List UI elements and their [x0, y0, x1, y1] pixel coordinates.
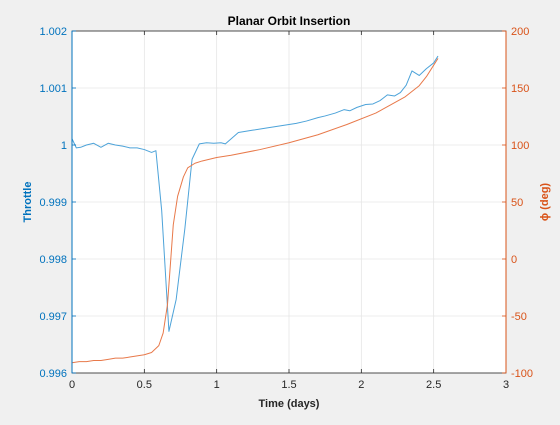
left-y-axis-label: Throttle	[22, 182, 34, 223]
left-y-tick-label: 0.996	[39, 368, 67, 380]
x-tick-label: 2.5	[426, 379, 441, 391]
x-tick-label: 0	[69, 379, 75, 391]
left-y-tick-label: 0.998	[39, 254, 67, 266]
left-y-tick-label: 0.999	[39, 197, 67, 209]
x-tick-label: 2	[358, 379, 364, 391]
left-y-tick-label: 1.001	[39, 83, 67, 95]
right-y-axis-label: ϕ (deg)	[539, 183, 551, 222]
x-tick-label: 3	[503, 379, 509, 391]
right-y-tick-label: 100	[511, 140, 529, 152]
left-y-tick-label: 1	[61, 140, 67, 152]
left-y-tick-label: 0.997	[39, 311, 67, 323]
right-y-tick-label: 0	[511, 254, 517, 266]
right-y-tick-label: 150	[511, 83, 529, 95]
x-tick-label: 1	[214, 379, 220, 391]
right-y-tick-label: 200	[511, 26, 529, 38]
x-axis-label: Time (days)	[259, 398, 320, 410]
chart-title: Planar Orbit Insertion	[228, 14, 351, 28]
x-tick-label: 1.5	[281, 379, 296, 391]
x-tick-label: 0.5	[137, 379, 152, 391]
left-y-tick-label: 1.002	[39, 26, 67, 38]
right-y-tick-label: -50	[511, 311, 527, 323]
right-y-tick-label: -100	[511, 368, 533, 380]
right-y-tick-label: 50	[511, 197, 523, 209]
